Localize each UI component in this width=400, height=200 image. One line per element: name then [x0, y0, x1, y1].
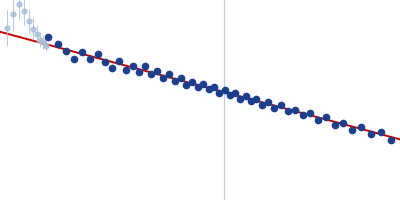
Point	[154, 69, 160, 73]
Point	[55, 43, 61, 46]
Point	[45, 36, 51, 39]
Point	[206, 88, 212, 91]
Point	[265, 100, 271, 104]
Point	[259, 103, 265, 106]
Point	[222, 88, 228, 91]
Point	[378, 131, 384, 134]
Point	[109, 66, 115, 70]
Point	[160, 77, 166, 80]
Point	[307, 112, 314, 115]
Point	[183, 83, 190, 87]
Point	[211, 86, 217, 89]
Point	[323, 116, 330, 119]
Point	[358, 126, 364, 129]
Point	[142, 65, 148, 68]
Point	[332, 123, 338, 126]
Point	[102, 60, 108, 63]
Point	[278, 103, 284, 107]
Point	[292, 108, 298, 111]
Point	[368, 132, 374, 136]
Point	[300, 114, 306, 117]
Point	[232, 92, 238, 95]
Point	[237, 97, 244, 100]
Point	[340, 121, 346, 124]
Point	[136, 71, 142, 74]
Point	[189, 80, 195, 84]
Point	[95, 52, 101, 55]
Point	[285, 109, 291, 113]
Point	[388, 138, 394, 141]
Point	[227, 94, 233, 97]
Point	[315, 118, 322, 121]
Point	[349, 128, 355, 131]
Point	[242, 95, 249, 98]
Point	[148, 72, 154, 76]
Point	[63, 49, 69, 53]
Point	[248, 99, 254, 103]
Point	[87, 57, 93, 61]
Point	[116, 59, 122, 62]
Point	[123, 69, 129, 72]
Point	[71, 58, 77, 61]
Point	[130, 64, 136, 68]
Point	[79, 51, 85, 54]
Point	[166, 72, 172, 75]
Point	[172, 79, 178, 82]
Point	[216, 91, 222, 94]
Point	[194, 85, 201, 89]
Point	[178, 76, 184, 80]
Point	[200, 82, 206, 85]
Point	[271, 106, 278, 109]
Point	[253, 97, 259, 100]
